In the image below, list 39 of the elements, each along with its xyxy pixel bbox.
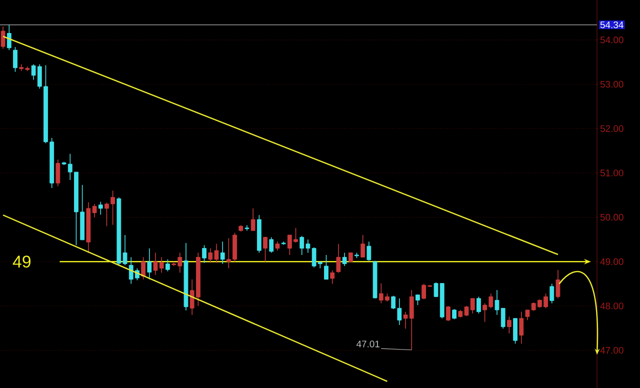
candlestick <box>550 283 554 304</box>
candlestick <box>519 311 524 344</box>
ref-line-label: 49 <box>12 256 31 268</box>
candlestick <box>165 259 170 272</box>
ref-line-label: 54.34 <box>600 21 624 28</box>
candlestick <box>220 241 225 264</box>
y-tick-label: 54.00 <box>600 36 624 44</box>
y-tick-label: 53.00 <box>600 80 624 88</box>
candlestick <box>13 46 18 72</box>
candlestick <box>348 252 353 263</box>
candlestick <box>56 159 60 187</box>
annotation: 47.01 <box>356 340 380 348</box>
y-tick-label: 52.00 <box>600 125 624 132</box>
candlestick <box>452 308 457 320</box>
candlestick <box>342 252 347 266</box>
candlestick <box>250 208 256 231</box>
y-tick-label: 47.00 <box>600 346 624 354</box>
candlestick <box>476 296 481 314</box>
candlestick <box>336 243 341 274</box>
y-tick-label: 48.00 <box>600 302 624 310</box>
candlestick <box>556 270 560 299</box>
candlestick <box>147 248 152 280</box>
candlestick <box>6 24 12 50</box>
candlestick <box>269 236 274 254</box>
candlestick <box>506 316 512 334</box>
candlestick <box>263 236 268 262</box>
candlestick <box>330 270 335 284</box>
candlestick <box>513 318 518 344</box>
candlestick <box>98 201 103 216</box>
candlestick <box>141 256 146 280</box>
candlestick <box>202 244 206 264</box>
y-tick-label: 51.00 <box>600 170 624 176</box>
candlestick <box>360 234 366 258</box>
candlestick <box>446 306 450 322</box>
candlestick <box>324 254 328 280</box>
candlestick <box>366 241 372 262</box>
candlestick <box>0 26 6 50</box>
y-tick-label: 49.00 <box>600 258 624 265</box>
y-tick-label: 50.00 <box>600 214 624 221</box>
